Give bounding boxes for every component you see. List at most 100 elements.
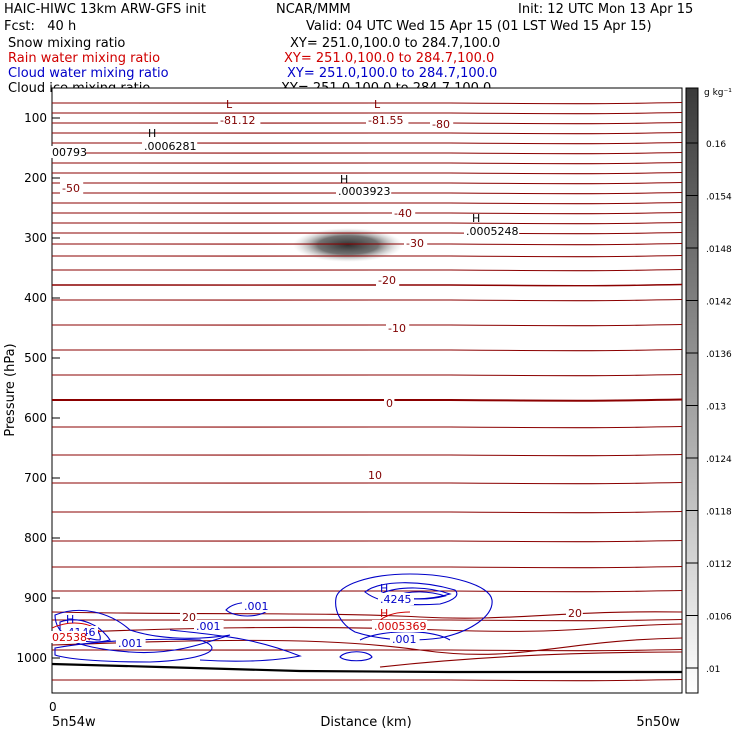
x-endpoint-right: 5n50w [636, 715, 680, 730]
isotherm-line [52, 710, 682, 711]
colorbar-tick-label: .0148 [706, 245, 732, 255]
isotherm-line [52, 481, 682, 485]
y-tick-label: 1000 [16, 651, 47, 665]
extrema-marker-h: H [66, 613, 74, 626]
isotherm-label-bg [180, 611, 197, 623]
extrema-marker-h: H [380, 582, 388, 595]
isotherm-line [52, 348, 682, 352]
isotherm-line [52, 201, 682, 205]
y-tick-label: 200 [24, 171, 47, 185]
colorbar-unit: g kg⁻¹ [704, 88, 732, 98]
isotherm-label-bg [386, 322, 410, 334]
isotherm-line [52, 101, 682, 105]
isotherm-line [52, 298, 682, 302]
isotherm-line [52, 453, 682, 457]
y-tick-label: 500 [24, 351, 47, 365]
isotherm-line [52, 373, 682, 377]
cloud-water-label-bg [390, 633, 420, 645]
isotherm-line [52, 231, 682, 235]
cloud-water-contour [339, 651, 373, 662]
colorbar-tick-label: .0106 [706, 613, 732, 623]
terrain-line [52, 662, 682, 674]
isotherm-line [52, 121, 682, 125]
isotherm-line [379, 651, 682, 668]
init-time: Init: 12 UTC Mon 13 Apr 15 [518, 2, 694, 17]
cloud-water-contour [169, 629, 302, 662]
extrema-value-bg [142, 140, 198, 152]
isotherm-line [52, 242, 682, 246]
colorbar-tick-label: .0154 [706, 193, 732, 203]
extrema-value-bg [50, 146, 86, 158]
contour-labels: -80 -50 -40 -30 -20 -10 0 10 20 20 L -81.12 L -81.55 H… [50, 98, 583, 650]
extrema-value-bg [366, 114, 409, 126]
isotherm-label-bg [566, 607, 583, 619]
plot-area [51, 87, 683, 711]
extrema-value-bg [218, 114, 261, 126]
colorbar-tick-label: .0118 [706, 508, 732, 518]
cloud-water-label-bg [242, 600, 272, 612]
isotherm-label: 10 [368, 469, 382, 482]
extrema-value-bg [336, 185, 392, 197]
isotherm-line [52, 161, 682, 165]
isotherm-label: 20 [182, 611, 196, 624]
org-label: NCAR/MMM [276, 2, 351, 17]
cloud-water-label-bg [116, 637, 146, 649]
y-tick-label: 700 [24, 471, 47, 485]
isotherm-label-bg [430, 118, 454, 130]
isotherm-line [52, 539, 682, 543]
extrema-value: .0005248 [466, 225, 519, 238]
isotherm-line [52, 425, 682, 429]
y-tick-label: 100 [24, 111, 47, 125]
extrema-marker-h: H [340, 173, 348, 186]
colorbar: g kg⁻¹ 0.16 .0154 .0148 .0142 .0136 .013 .0124… [685, 87, 732, 694]
cloud-water-label: .001 [244, 600, 269, 613]
forecast-hour: Fcst: 40 h [4, 19, 77, 34]
extrema-marker-h: H [380, 607, 388, 620]
isotherm-line [52, 171, 682, 175]
y-tick-label: 900 [24, 591, 47, 605]
y-tick-label: 800 [24, 531, 47, 545]
y-tick-label: 600 [24, 411, 47, 425]
extrema-value-bg [464, 225, 520, 237]
isotherm-line [52, 191, 682, 195]
isotherm-label: -80 [432, 118, 450, 131]
cloud-water-label: .001 [196, 620, 221, 633]
extrema-value: .0003923 [338, 185, 391, 198]
x-axis-label: Distance (km) [320, 715, 411, 730]
isotherm-label: -10 [388, 322, 406, 335]
extrema-value: .4245 [380, 593, 412, 606]
isotherm-line [52, 565, 682, 569]
isotherm-line [52, 510, 682, 514]
isotherm-label: -30 [406, 237, 424, 250]
colorbar-tick-label: .01 [706, 665, 720, 675]
isotherm-line [52, 283, 682, 287]
cloud-water-label-bg [194, 620, 224, 632]
isotherm-label: -40 [394, 207, 412, 220]
field-rain-name: Rain water mixing ratio [8, 51, 161, 66]
field-snow-name: Snow mixing ratio [8, 36, 126, 51]
isotherm-line [52, 181, 682, 185]
extrema-value-bg [378, 593, 414, 605]
isotherm-label-bg [404, 237, 428, 249]
model-title: HAIC-HIWC 13km ARW-GFS init [4, 2, 206, 17]
colorbar-tick-label: .0112 [706, 560, 732, 570]
extrema-value: .0006281 [144, 140, 197, 153]
isotherm-line [52, 254, 682, 258]
y-axis-label: Pressure (hPa) [3, 343, 18, 436]
isotherm-line [52, 221, 682, 225]
isotherm-label-bg [392, 207, 416, 219]
valid-time: Valid: 04 UTC Wed 15 Apr 15 (01 LST Wed … [306, 19, 652, 34]
isotherm-line [52, 131, 682, 135]
isotherm-line [52, 618, 682, 622]
colorbar-tick-label: .0124 [706, 455, 732, 465]
cloud-water-contour [335, 573, 493, 641]
extrema-marker-l: L [374, 98, 381, 111]
isotherm-label-bg [376, 274, 400, 286]
x-tick-0: 0 [49, 700, 57, 714]
y-tick-label: 400 [24, 291, 47, 305]
field-snow-xy: XY= 251.0,100.0 to 284.7,100.0 [290, 36, 501, 51]
isotherm-line [52, 648, 682, 652]
field-cloudwater-name: Cloud water mixing ratio [8, 66, 169, 81]
colorbar-tick-label: 0.16 [706, 140, 726, 150]
isotherm-label-bg [384, 397, 395, 409]
